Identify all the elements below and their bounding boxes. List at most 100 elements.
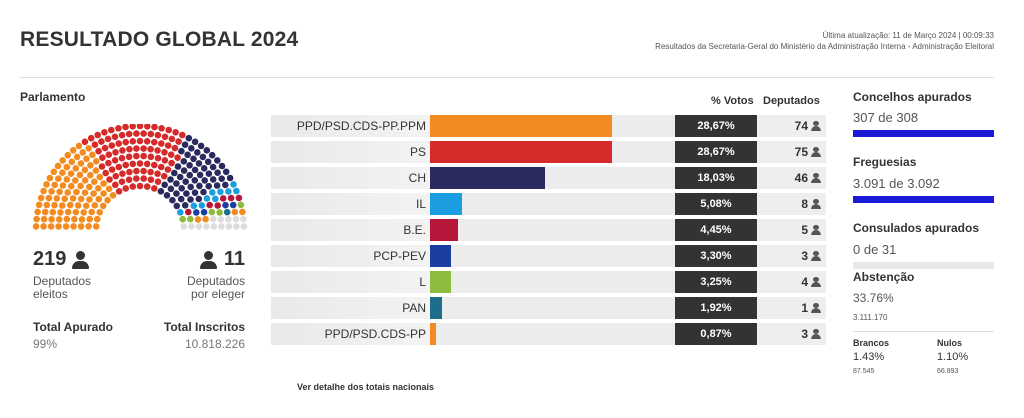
seat-dot [89,151,96,159]
seat-dot [157,188,165,195]
party-row[interactable]: CH 18,03% 46 [271,167,826,189]
party-row[interactable]: PPD/PSD.CDS-PP 0,87% 3 [271,323,826,345]
seat-dot [122,138,129,146]
party-logo [271,245,431,267]
seat-dot [177,195,185,203]
seat-dot [55,175,62,182]
seat-dot [212,195,219,203]
seat-dot [78,216,86,223]
seat-dot [72,177,79,184]
seat-dot [40,215,48,223]
seat-dot [109,192,117,199]
seat-dot [172,129,179,136]
seat-dot [126,145,133,153]
seat-dot [235,194,243,202]
seat-dot [105,151,113,158]
party-row[interactable]: L 3,25% 4 [271,271,826,293]
party-row[interactable]: IL 5,08% 8 [271,193,826,215]
seat-dot [154,131,162,139]
seat-dot [119,147,126,154]
seat-dot [158,140,165,147]
seat-dot [217,188,224,196]
seat-dot [51,181,58,189]
seat-dot [74,202,82,209]
seat-dot [55,223,62,230]
seat-dot [225,216,232,223]
detail-link[interactable]: Ver detalhe dos totais nacionais [297,382,435,392]
deputies-count: 74 [794,119,808,133]
abstencao-pct: 33.76% [853,291,894,305]
brancos-count: 87.545 [853,368,875,375]
seat-dot [203,147,211,154]
person-icon [811,225,821,235]
seat-dot [108,126,115,134]
brancos-label: Brancos [853,338,890,348]
seat-dot [230,181,237,188]
seat-dot [98,163,106,170]
seat-dot [73,188,80,196]
seat-dot [173,180,180,187]
seat-dot [104,135,112,143]
seat-dot [86,215,93,223]
seat-dot [208,208,216,216]
seat-dot [151,124,158,131]
seat-dot [33,215,40,223]
abstencao-count: 3.111.170 [853,313,888,322]
vote-bar [430,323,436,345]
seat-dot [209,163,217,171]
party-row[interactable]: PAN 1,92% 1 [271,297,826,319]
seat-dot [147,168,154,176]
seat-dot [174,154,181,161]
elected-stat: 219 Deputados eleitos [33,248,91,301]
seat-dot [71,215,78,223]
party-row[interactable]: PS 28,67% 75 [271,141,826,163]
seat-dot [81,189,89,196]
concelhos-title: Concelhos apurados [853,90,972,104]
seat-dot [69,147,77,154]
seat-dot [167,185,175,193]
elected-label-2: eleitos [33,287,68,301]
seat-dot [69,195,77,202]
party-row[interactable]: B.E. 4,45% 5 [271,219,826,241]
seat-dot [54,162,62,170]
elected-count: 219 [33,248,67,270]
to-elect-count: 11 [223,248,245,270]
seat-dot [239,208,246,216]
deputies-count: 75 [794,145,808,159]
seat-dot [108,142,116,149]
party-row[interactable]: PPD/PSD.CDS-PP.PPM 28,67% 74 [271,115,826,137]
seat-dot [53,195,61,202]
seat-dot [51,201,58,209]
seat-dot [136,124,144,130]
seat-dot [191,166,199,174]
concelhos-value: 307 de 308 [853,110,919,125]
seat-dot [46,174,54,182]
vote-pct: 28,67% [675,115,757,137]
seat-dot [105,159,112,167]
seat-dot [143,183,151,190]
seat-dot [160,172,168,180]
seat-dot [79,149,86,156]
seat-dot [171,144,179,152]
seat-dot [67,201,74,209]
seat-dot [57,209,64,216]
seat-dot [206,201,213,209]
seat-dot [194,149,201,156]
party-row[interactable]: PCP-PEV 3,30% 3 [271,245,826,267]
seat-dot [122,161,129,169]
seat-dot [118,154,126,162]
seat-dot [81,166,89,174]
seat-dot [161,157,169,164]
seat-dot [133,145,140,152]
seat-dot [210,223,218,230]
seat-dot [140,152,147,160]
seat-dot [186,171,193,179]
seat-dot [204,158,212,166]
seat-dot [122,124,129,131]
bar-track [430,245,675,267]
parliament-title: Parlamento [20,90,86,104]
consulados-title: Consulados apurados [853,221,980,235]
vote-bar [430,271,451,293]
seat-dot [70,223,77,230]
vote-bar [430,219,458,241]
